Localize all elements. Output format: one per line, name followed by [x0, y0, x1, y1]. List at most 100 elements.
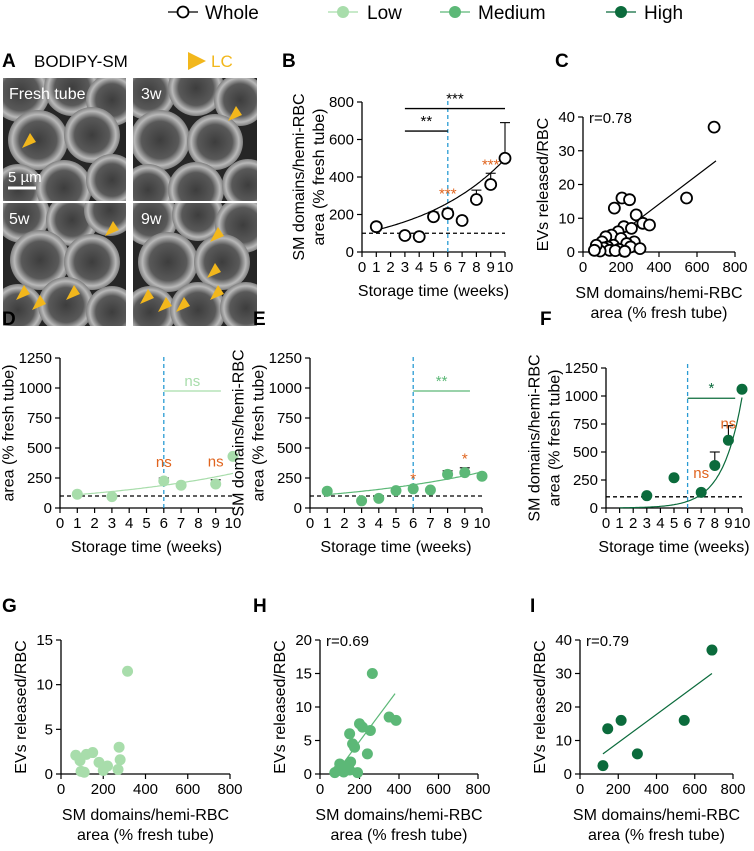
x-tick-label: 6: [409, 515, 417, 532]
data-point: [442, 468, 454, 480]
chart-i: I 0 200 400 600 800 0 10 20 30 40 SM domains/hemi-R…: [530, 596, 746, 844]
data-point: [113, 741, 125, 753]
significance-label: ns: [720, 415, 736, 432]
x-tick-label: 8: [194, 515, 202, 532]
x-axis-title: Storage time (weeks): [71, 539, 222, 556]
panel-a: A BODIPY-SM LC Fresh tube 3w 5w 9w 5 µm: [2, 51, 257, 326]
data-point: [97, 764, 109, 776]
lc-arrowhead-icon: [105, 221, 119, 236]
x-axis-title: SM domains/hemi-RBC: [62, 807, 229, 824]
x-tick-label: 9: [212, 515, 220, 532]
x-tick-label: 8: [472, 259, 480, 276]
x-tick-label: 9: [724, 515, 732, 532]
lc-arrowhead-icon: [32, 295, 46, 310]
y-tick-label: 0: [45, 766, 53, 783]
y-tick-label: 20: [295, 632, 312, 649]
y-axis-title: SM domains/hemi-RBC: [527, 354, 544, 521]
x-tick-label: 800: [720, 781, 745, 798]
lc-arrowhead-icon: [140, 289, 154, 304]
data-point: [680, 191, 693, 205]
rbc-cell: [36, 160, 92, 201]
lc-arrowhead-icon: [228, 106, 242, 121]
y-tick-label: 30: [558, 143, 575, 160]
legend-marker-whole: [176, 5, 190, 19]
data-point: [356, 495, 368, 507]
data-point: [106, 491, 118, 503]
lc-arrowhead-icon: [66, 285, 80, 300]
x-axis-title: Storage time (weeks): [358, 283, 509, 300]
x-tick-label: 7: [426, 515, 434, 532]
data-point: [210, 478, 222, 490]
rbc-cell: [214, 78, 257, 126]
x-axis-title: SM domains/hemi-RBC: [315, 807, 482, 824]
data-point: [602, 723, 614, 735]
x-tick-label: 400: [644, 781, 669, 798]
y-tick-label: 40: [555, 632, 572, 649]
x-tick-label: 6: [683, 515, 691, 532]
y-tick-label: 500: [27, 440, 52, 457]
y-tick-label: 0: [304, 766, 312, 783]
data-point: [373, 492, 385, 504]
y-tick-label: 40: [558, 109, 575, 126]
rbc-cell: [44, 78, 100, 116]
significance-label: *: [410, 470, 416, 487]
x-tick-label: 0: [306, 515, 314, 532]
x-axis-title: SM domains/hemi-RBC: [573, 807, 740, 824]
data-point: [390, 714, 402, 726]
legend-item-high: High: [606, 3, 683, 24]
x-axis-title: area (% fresh tube): [77, 827, 214, 844]
rbc-cell: [64, 107, 120, 163]
data-point: [344, 728, 356, 740]
x-tick-label: 10: [225, 515, 242, 532]
y-axis-title: area (% fresh tube): [1, 365, 18, 502]
y-axis-title: EVs released/RBC: [532, 640, 549, 773]
bracket-label: **: [421, 113, 433, 130]
x-tick-label: 0: [579, 259, 587, 276]
rbc-cell: [133, 286, 176, 326]
x-tick-label: 4: [415, 259, 423, 276]
y-axis-title: area (% fresh tube): [311, 109, 328, 246]
x-tick-label: 0: [576, 781, 584, 798]
x-axis-title: area (% fresh tube): [588, 827, 725, 844]
y-tick-label: 750: [27, 410, 52, 427]
y-tick-label: 0: [294, 500, 302, 517]
data-point: [87, 747, 99, 759]
y-axis-title: EVs released/RBC: [535, 118, 552, 251]
data-point: [476, 470, 488, 482]
x-tick-label: 3: [108, 515, 116, 532]
data-point: [175, 479, 187, 491]
rbc-cell: [220, 282, 257, 326]
micrograph-tile: 9w: [133, 203, 257, 326]
data-point: [709, 459, 721, 471]
data-point: [345, 756, 357, 768]
x-axis-title: SM domains/hemi-RBC: [575, 285, 742, 302]
y-tick-label: 250: [277, 470, 302, 487]
chart-c: C 0 200 400 600 800 0 10 20 30 40 SM domains/hemi-R…: [535, 51, 748, 322]
x-tick-label: 2: [386, 259, 394, 276]
x-tick-label: 1: [372, 259, 380, 276]
tile-label: Fresh tube: [9, 86, 86, 103]
panel-letter: I: [530, 596, 535, 617]
legend-item-medium: Medium: [440, 3, 546, 24]
y-tick-label: 500: [573, 444, 598, 461]
y-tick-label: 800: [329, 94, 354, 111]
significance-label: ns: [693, 465, 709, 482]
y-tick-label: 15: [36, 632, 53, 649]
bracket-label: **: [436, 373, 448, 390]
x-tick-label: 3: [401, 259, 409, 276]
x-tick-label: 10: [734, 515, 751, 532]
significance-label: ns: [156, 454, 172, 471]
y-tick-label: 1250: [565, 360, 598, 377]
x-tick-label: 400: [646, 259, 671, 276]
x-tick-label: 5: [429, 259, 437, 276]
rbc-cell: [133, 164, 174, 201]
x-tick-label: 600: [684, 259, 709, 276]
x-tick-label: 800: [465, 781, 490, 798]
data-point: [71, 488, 83, 500]
x-tick-label: 200: [608, 259, 633, 276]
x-tick-label: 7: [177, 515, 185, 532]
rbc-cell: [3, 284, 44, 326]
data-point: [633, 242, 647, 256]
legend: Whole Low Medium High: [168, 3, 683, 24]
